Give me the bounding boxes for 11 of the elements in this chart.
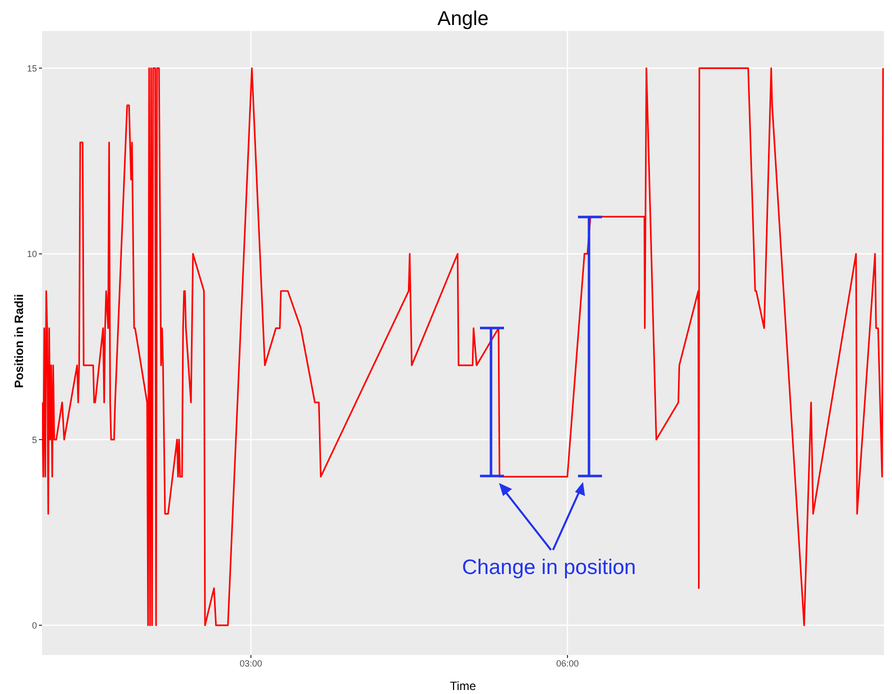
y-tick-label: 15 [26, 63, 37, 74]
x-tick-label: 06:00 [556, 658, 579, 668]
y-tick-label: 5 [32, 434, 37, 445]
x-tick-label: 03:00 [240, 658, 262, 668]
line-series [42, 67, 884, 626]
y-tick-label: 0 [32, 620, 37, 630]
y-tick-label: 10 [26, 249, 37, 260]
annotation: Change in position [462, 556, 636, 579]
chart-title: Angle [437, 8, 489, 30]
x-axis-title: Time [450, 679, 476, 693]
y-axis-title: Position in Radii [12, 294, 26, 388]
